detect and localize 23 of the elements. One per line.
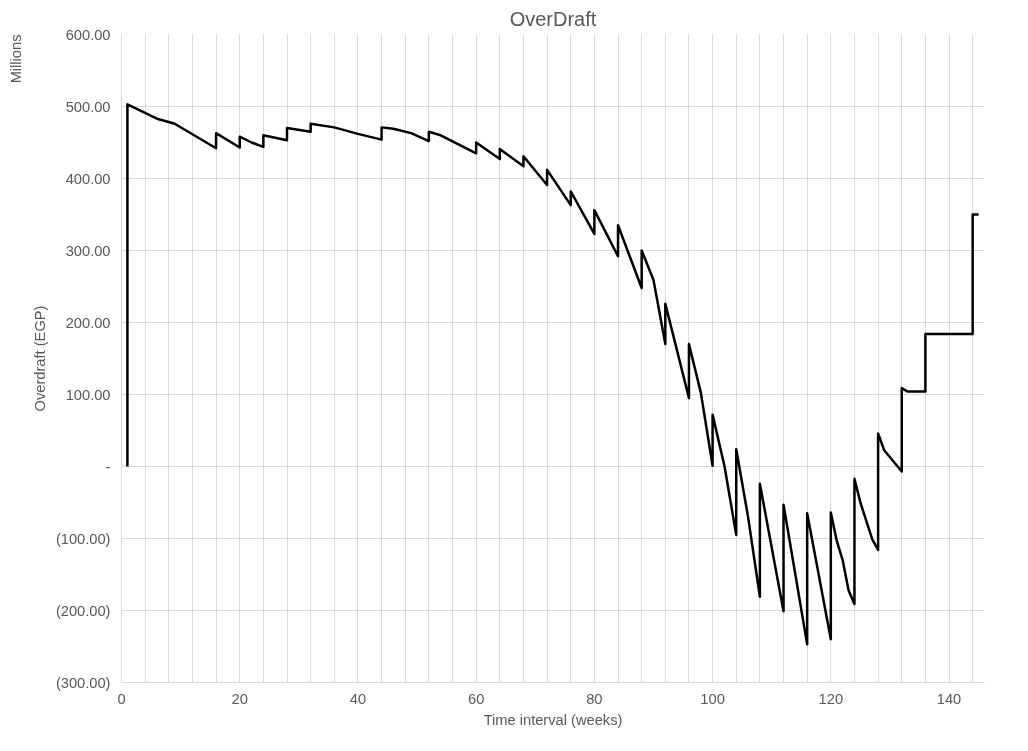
x-tick-label: 60 bbox=[468, 690, 485, 707]
y-tick-label: 600.00 bbox=[65, 26, 111, 43]
y-tick-label: (300.00) bbox=[55, 674, 111, 691]
y-tick-label: 500.00 bbox=[65, 98, 111, 115]
x-tick-label: 140 bbox=[936, 690, 962, 707]
y-tick-label: - bbox=[105, 458, 111, 475]
chart-title: OverDraft bbox=[509, 7, 597, 30]
x-tick-label: 20 bbox=[231, 690, 248, 707]
y-tick-label: 300.00 bbox=[65, 242, 111, 259]
y-tick-label: (100.00) bbox=[55, 530, 111, 547]
x-tick-label: 40 bbox=[349, 690, 367, 707]
y-tick-label: 200.00 bbox=[65, 314, 111, 331]
x-axis-title: Time interval (weeks) bbox=[483, 711, 623, 728]
text: Millions bbox=[7, 34, 24, 84]
x-tick-label: 100 bbox=[700, 690, 725, 707]
y-tick-label: 100.00 bbox=[65, 386, 111, 403]
x-tick-label: 0 bbox=[117, 690, 126, 707]
line-series bbox=[126, 103, 980, 646]
y-tick-label: 400.00 bbox=[65, 170, 111, 187]
y-tick-label: (200.00) bbox=[55, 602, 111, 619]
y-axis-title: Overdraft (EGP) bbox=[31, 305, 48, 412]
x-tick-label: 80 bbox=[586, 690, 603, 707]
x-tick-label: 120 bbox=[818, 690, 844, 707]
